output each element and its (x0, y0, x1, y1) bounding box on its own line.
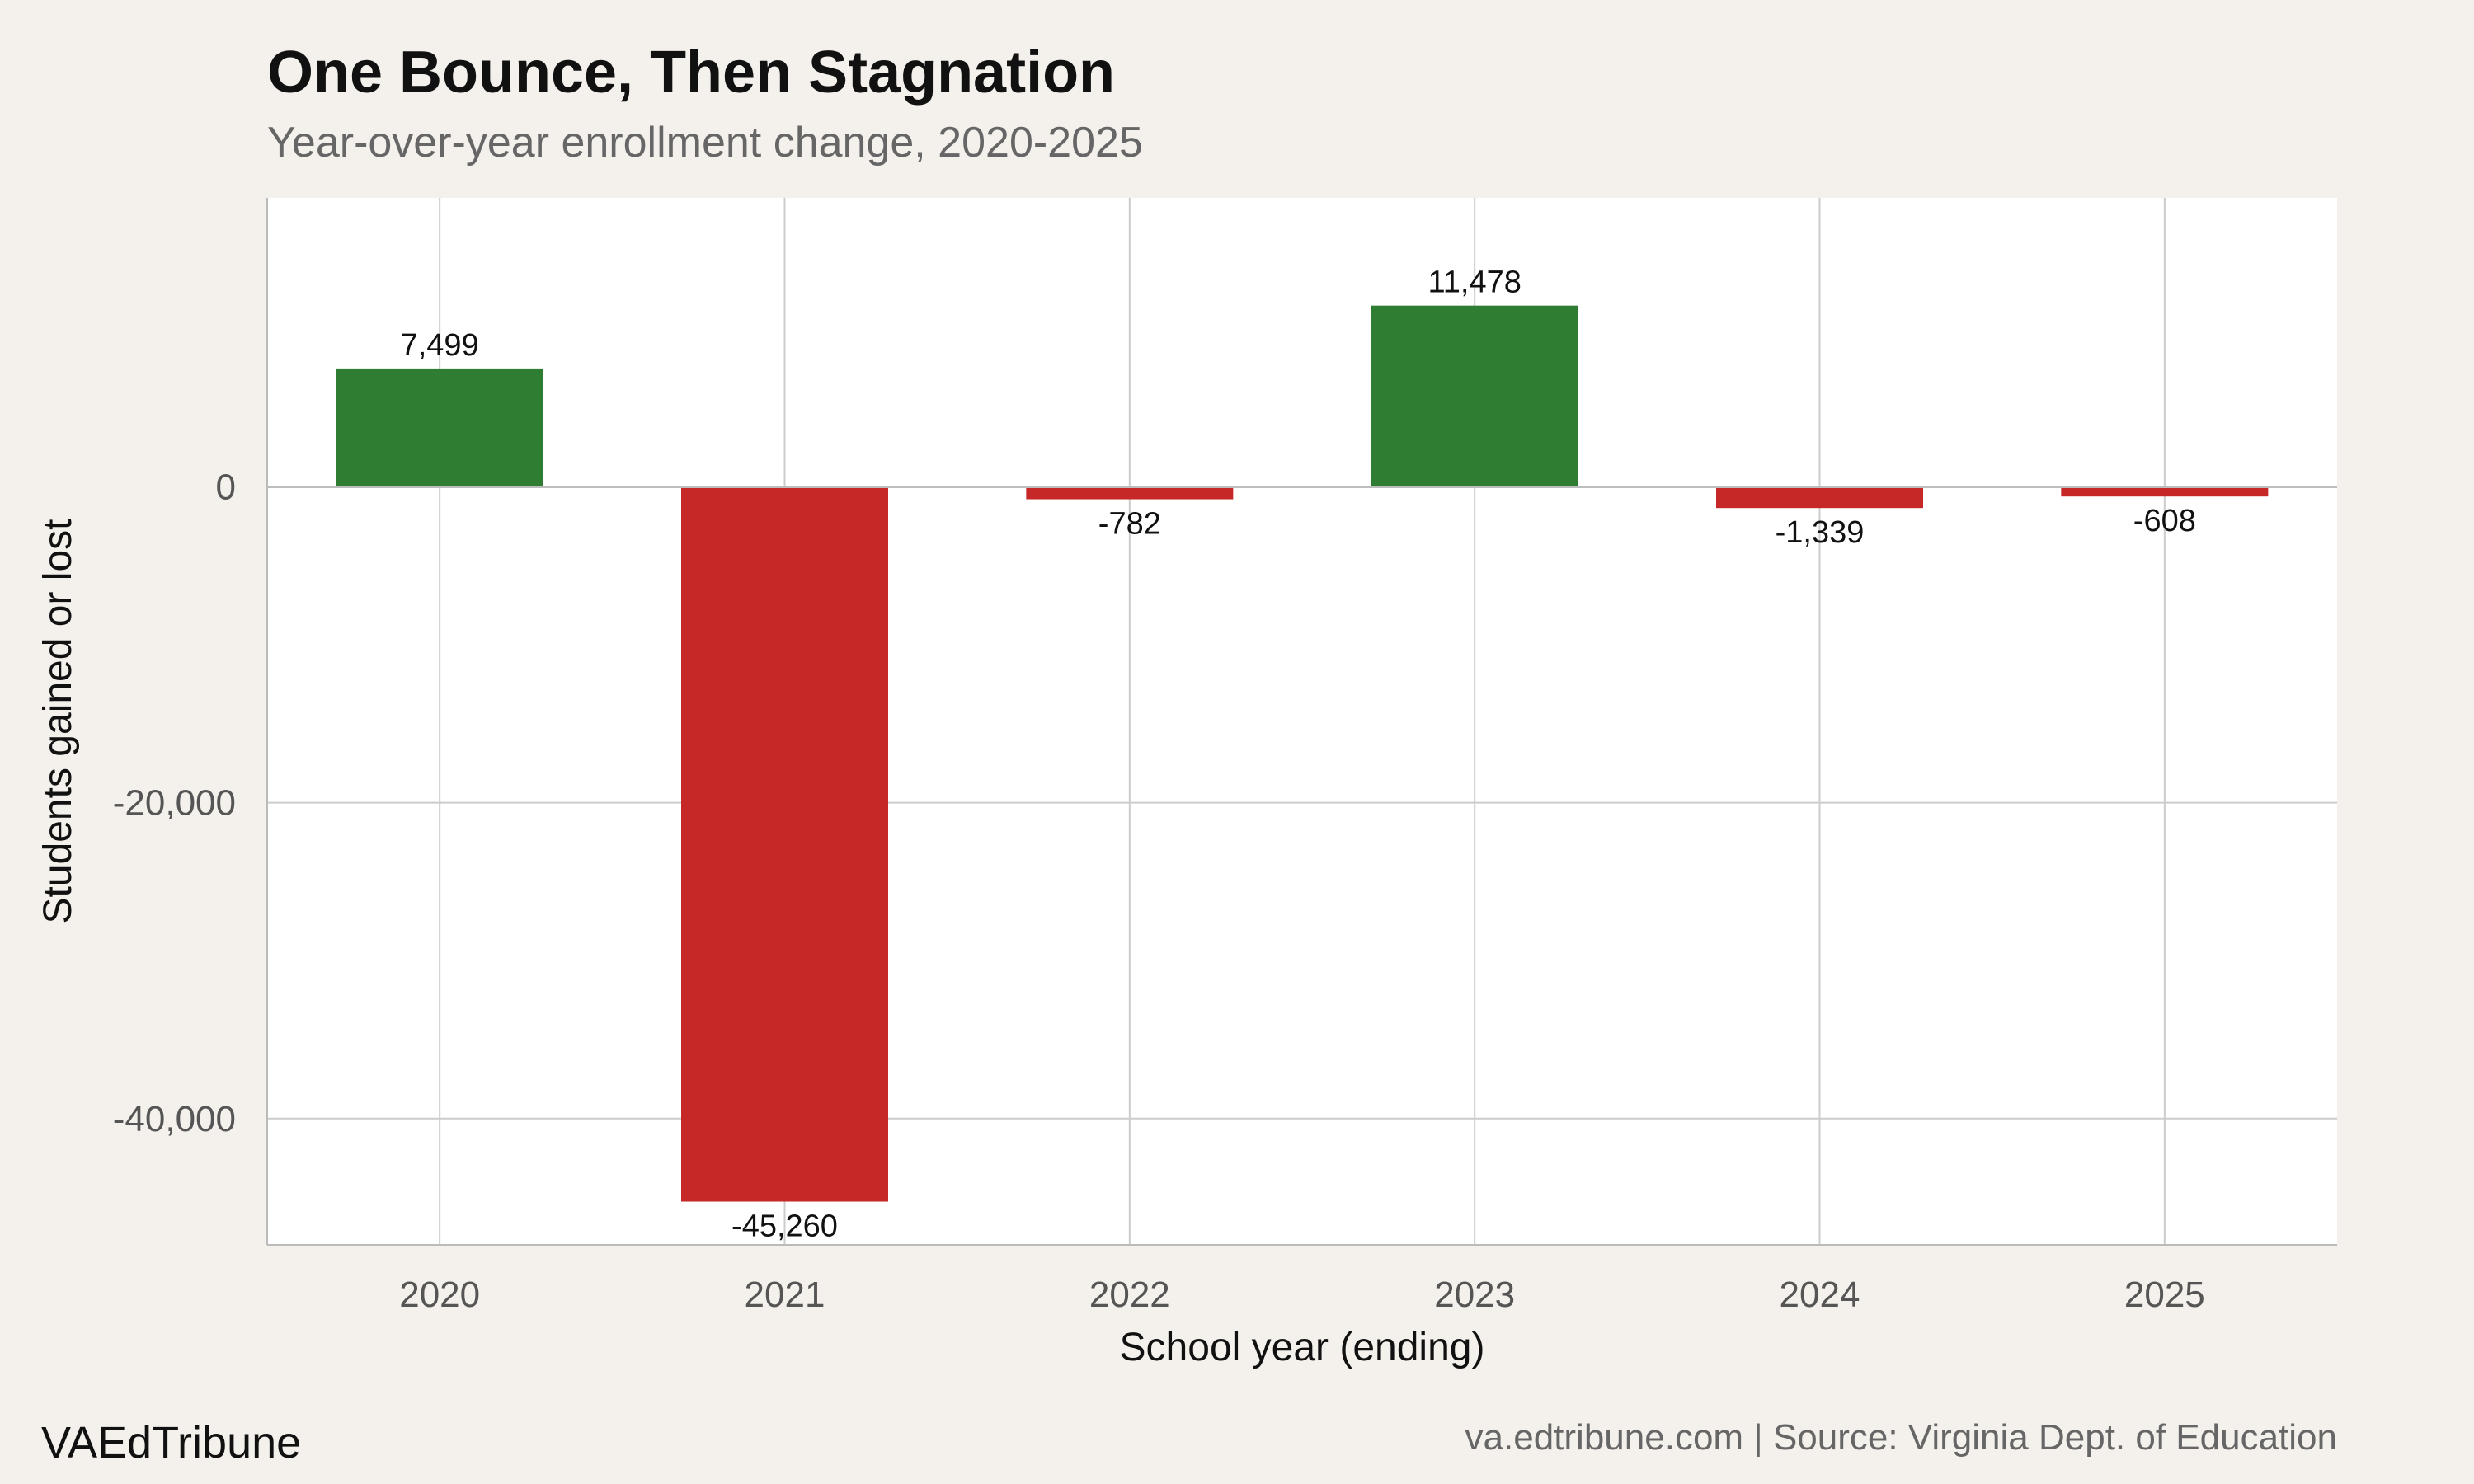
x-tick-label: 2023 (1434, 1275, 1515, 1315)
bar-2023 (1371, 305, 1578, 487)
horizontal-gridlines (267, 801, 2337, 1120)
y-tick-labels: 0 -20,000 -40,000 (113, 467, 236, 1139)
bar-2020 (336, 368, 543, 487)
x-tick-label: 2025 (2124, 1275, 2205, 1315)
x-tick-label: 2024 (1780, 1275, 1860, 1315)
x-tick-label: 2020 (399, 1275, 480, 1315)
bar-value-label-2021: -45,260 (731, 1209, 838, 1244)
y-tick-label: 0 (216, 467, 236, 508)
bar-2022 (1026, 486, 1234, 500)
y-tick-label: -20,000 (113, 783, 236, 824)
brand-logo-text: VAEdTribune (41, 1418, 301, 1468)
chart-title: One Bounce, Then Stagnation (267, 40, 1115, 106)
bar-value-label-2020: 7,499 (401, 328, 479, 363)
plot-panel (267, 198, 2337, 1245)
bar-2025 (2061, 486, 2269, 497)
bar-value-labels: 7,499 -45,260 -782 11,478 -1,339 -608 (401, 265, 2196, 1244)
x-tick-label: 2022 (1089, 1275, 1170, 1315)
bar-value-label-2022: -782 (1098, 507, 1161, 542)
source-note: va.edtribune.com | Source: Virginia Dept… (1465, 1417, 2337, 1458)
chart-subtitle: Year-over-year enrollment change, 2020-2… (267, 119, 1143, 167)
x-axis-title: School year (ending) (1120, 1326, 1485, 1369)
x-tick-labels: 2020 2021 2022 2023 2024 2025 (399, 1275, 2205, 1315)
bar-2021 (681, 486, 888, 1202)
bar-value-label-2024: -1,339 (1776, 515, 1865, 550)
bar-2024 (1716, 486, 1923, 509)
bar-value-label-2025: -608 (2133, 504, 2196, 538)
y-axis-title: Students gained or lost (36, 519, 80, 924)
x-tick-label: 2021 (745, 1275, 825, 1315)
y-tick-label: -40,000 (113, 1099, 236, 1139)
bars (336, 305, 2269, 1202)
bar-value-label-2023: 11,478 (1427, 265, 1521, 300)
